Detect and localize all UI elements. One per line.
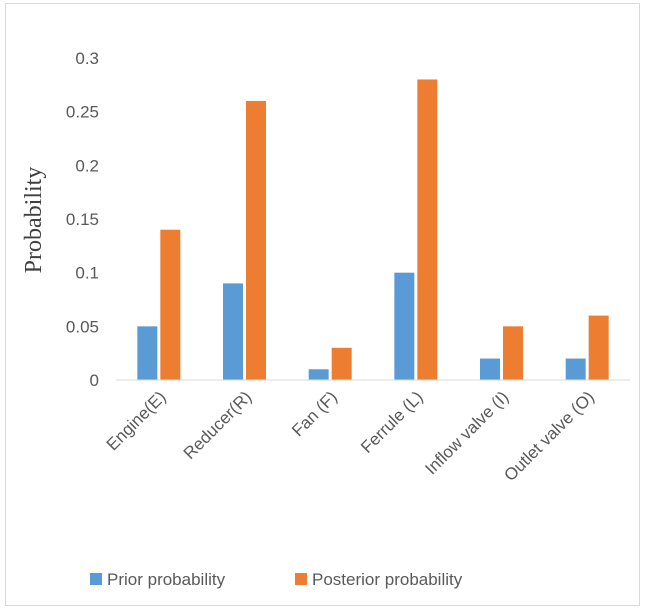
legend: Prior probability Posterior probability <box>90 570 463 589</box>
chart-frame <box>5 3 640 606</box>
y-tick-label: 0 <box>90 371 99 390</box>
y-tick-label: 0.15 <box>66 210 99 229</box>
prior-bar <box>223 283 243 380</box>
y-tick-label: 0.05 <box>66 317 99 336</box>
posterior-bar <box>246 100 266 380</box>
x-tick-label: Engine(E) <box>103 387 170 454</box>
legend-swatch-prior <box>90 573 102 585</box>
y-tick-label: 0.3 <box>75 49 99 68</box>
posterior-bar <box>160 229 181 380</box>
y-tick-label: 0.2 <box>75 156 99 175</box>
prior-bar <box>394 272 415 380</box>
y-tick-label: 0.25 <box>66 103 99 122</box>
posterior-bar <box>331 347 352 380</box>
y-axis-label: Probability <box>21 167 47 274</box>
x-tick-label: Ferrule (L) <box>357 387 427 457</box>
posterior-bar <box>503 326 523 380</box>
bars <box>137 79 609 380</box>
x-tick-label: Outlet valve (O) <box>500 387 598 485</box>
prior-bar <box>137 326 158 380</box>
legend-label: Posterior probability <box>312 570 463 589</box>
legend-label: Prior probability <box>107 570 226 589</box>
x-tick-label: Inflow valve (I) <box>421 387 512 478</box>
x-tick-labels: Engine(E) Reducer(R) Fan (F) Ferrule (L)Inf… <box>103 387 598 485</box>
x-tick-label: Fan (F) <box>288 387 341 440</box>
prior-bar <box>480 358 500 380</box>
y-tick-label: 0.1 <box>75 264 99 283</box>
x-tick-label: Reducer(R) <box>180 387 256 463</box>
legend-swatch-posterior <box>295 573 307 585</box>
prior-bar <box>308 369 329 380</box>
prior-bar <box>565 358 586 380</box>
posterior-bar <box>417 79 438 380</box>
posterior-bar <box>588 315 609 380</box>
y-tick-labels: 0 0.05 0.1 0.15 0.2 0.25 0.3 <box>66 49 99 390</box>
